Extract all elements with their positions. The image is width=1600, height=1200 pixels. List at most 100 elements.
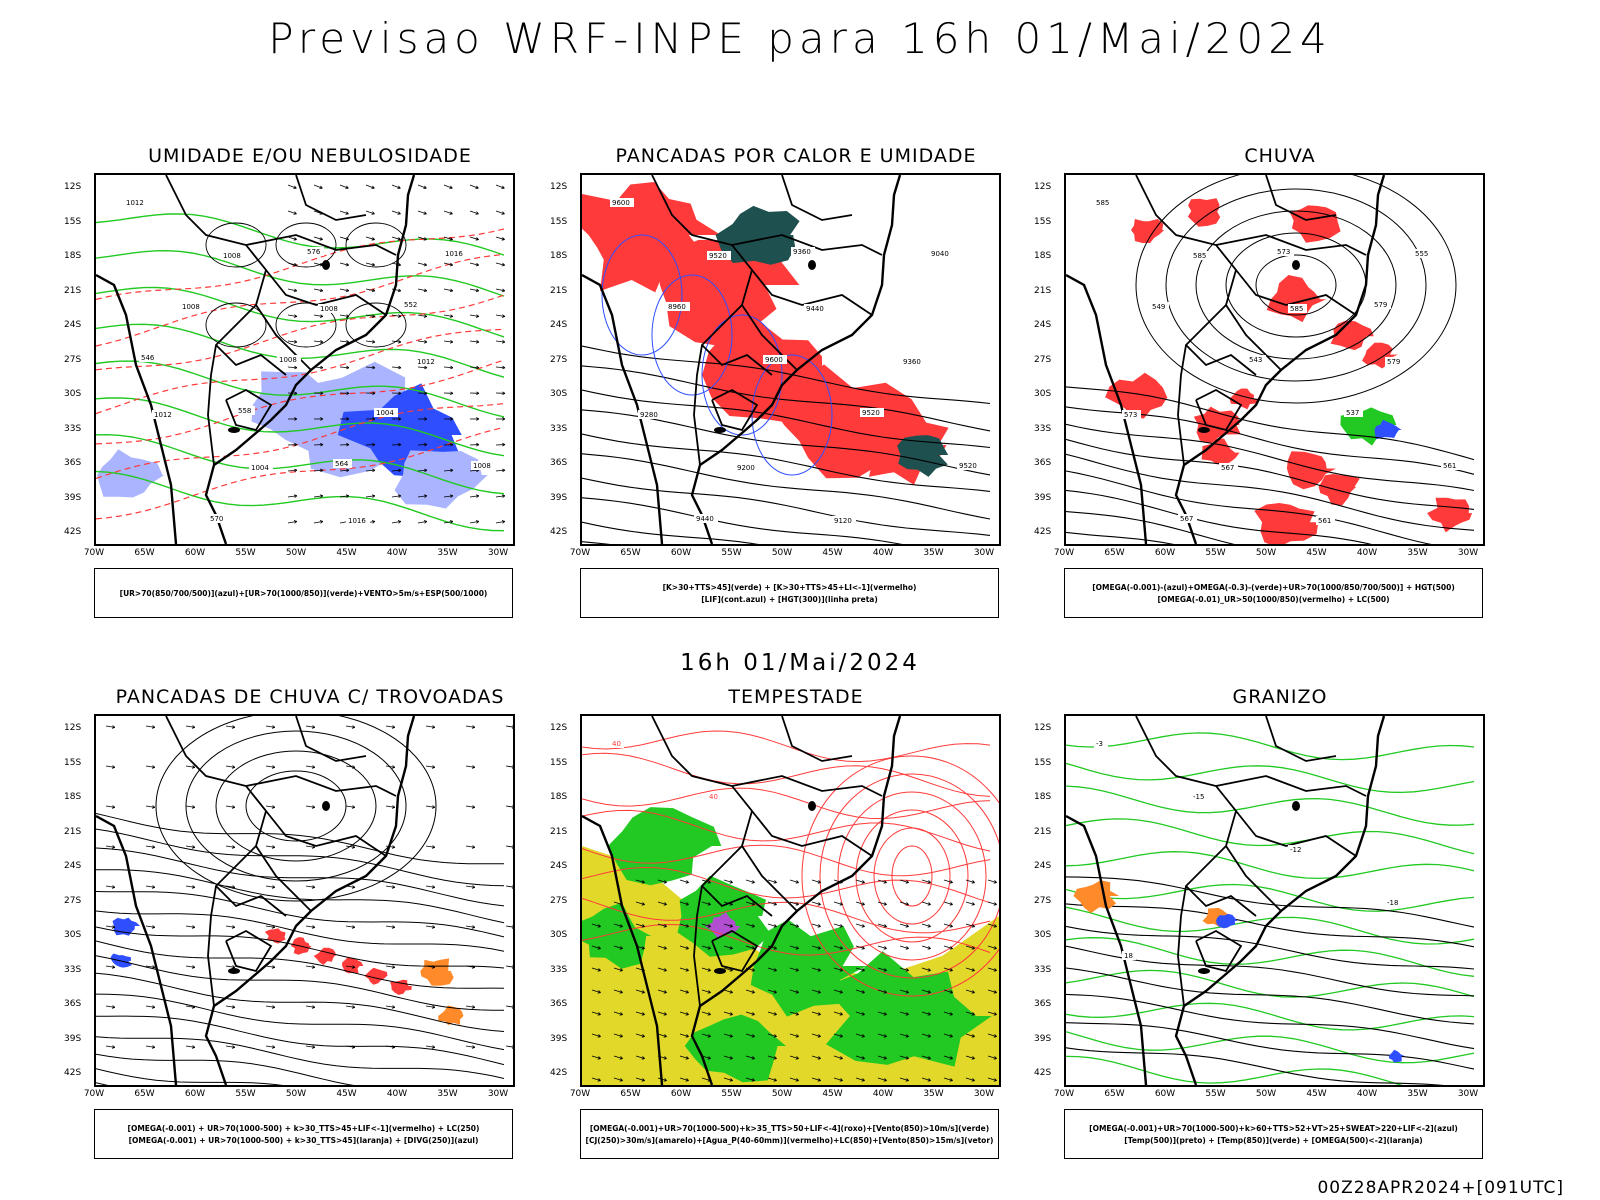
contour-label: 9520 xyxy=(862,409,880,417)
streamline-arrow xyxy=(265,1005,276,1009)
streamline xyxy=(96,1036,505,1079)
streamline-red xyxy=(891,845,933,907)
wind-vector xyxy=(417,340,428,344)
humidity-contour-green xyxy=(96,213,505,256)
wind-vector xyxy=(943,901,953,906)
wind-vector xyxy=(767,1033,777,1038)
wind-vector xyxy=(391,417,402,421)
forecast-map: 585 585 585 579 573 567 561 555 549 543 537 561 567 5… xyxy=(1064,173,1485,546)
wind-vector xyxy=(745,923,755,928)
latitude-tick: 30S xyxy=(64,930,82,940)
contour-label: 1008 xyxy=(223,252,241,260)
rain-area-blue xyxy=(1374,419,1402,440)
wind-vector xyxy=(965,1055,975,1060)
temperature-850-contour xyxy=(1066,785,1475,826)
latitude-tick: 15S xyxy=(550,216,568,227)
wind-vector xyxy=(899,1011,909,1016)
streamline-arrow xyxy=(345,845,356,849)
wind-vector xyxy=(417,494,428,498)
wind-vector xyxy=(899,1077,909,1082)
contour-label: 1008 xyxy=(279,356,297,364)
wind-vector xyxy=(877,1033,887,1038)
wind-vector xyxy=(443,262,453,267)
wind-vector xyxy=(495,468,506,473)
thickness-line-red xyxy=(96,328,505,415)
wind-vector xyxy=(943,1011,953,1016)
storm-area-orange xyxy=(438,1005,464,1026)
streamline-arrow xyxy=(145,845,156,849)
wind-vector xyxy=(789,945,799,950)
instability-area-green xyxy=(897,435,949,477)
wind-vector xyxy=(855,945,865,950)
wind-vector xyxy=(287,391,298,396)
humidity-contour-green xyxy=(96,397,505,457)
wind-vector xyxy=(613,901,623,906)
latitude-tick: 12S xyxy=(550,723,568,733)
streamline-arrow xyxy=(465,725,476,729)
longitude-tick: 60W xyxy=(1154,1089,1176,1099)
wind-vector xyxy=(365,494,376,498)
wind-vector xyxy=(495,417,506,421)
contour-label: 537 xyxy=(1346,409,1359,417)
latitude-tick: 12S xyxy=(1034,182,1052,192)
streamline-arrow xyxy=(465,965,476,969)
streamline-arrow xyxy=(185,1005,196,1009)
forecast-map: 9600 9520 9440 9360 9280 9200 9120 9040 8960 9600… xyxy=(580,173,1001,546)
isobar xyxy=(205,302,267,348)
height-contour xyxy=(582,521,759,544)
temperature-850-contour xyxy=(1066,1002,1475,1031)
streamline-arrow xyxy=(225,845,236,849)
coastline xyxy=(582,175,902,544)
run-label: 00Z28APR2024+[091UTC] xyxy=(1317,1178,1564,1198)
latitude-tick: 27S xyxy=(550,354,568,365)
forecast-map: -3 -15 -12 -18 18 xyxy=(1064,714,1485,1087)
wind-vector xyxy=(855,989,865,994)
wind-vector xyxy=(287,340,298,344)
longitude-tick: 50W xyxy=(1255,548,1277,558)
streamline-arrow xyxy=(505,1045,513,1049)
wind-vector xyxy=(679,1055,689,1060)
wind-vector xyxy=(965,945,975,950)
wind-vector xyxy=(657,1033,667,1038)
rain-area-red xyxy=(1187,198,1221,227)
wind-vector xyxy=(679,901,689,906)
wind-vector xyxy=(899,901,909,906)
wind-vector xyxy=(339,288,350,293)
contour-label: 40 xyxy=(709,793,718,801)
wind-vector xyxy=(899,989,909,994)
wind-vector xyxy=(723,989,733,994)
wind-vector xyxy=(635,1077,645,1082)
latitude-tick: 18S xyxy=(64,792,82,802)
latitude-tick: 24S xyxy=(64,320,82,330)
contour-label: 579 xyxy=(1374,301,1387,309)
wind-vector xyxy=(877,879,887,884)
wind-vector xyxy=(811,901,821,906)
contour-label: 585 xyxy=(1096,199,1109,207)
latitude-tick: 42S xyxy=(64,527,82,537)
wind-vector xyxy=(767,879,777,884)
wind-vector xyxy=(833,1011,843,1016)
country-borders xyxy=(1135,175,1367,466)
panel-legend: [UR>70(850/700/500)](azul)+[UR>70(1000/8… xyxy=(94,568,513,618)
country-borders xyxy=(1135,716,1367,1007)
country-borders xyxy=(651,175,883,466)
streamline-arrow xyxy=(145,765,156,769)
legend-line: [OMEGA(-0.001) + UR>70(1000-500) + k>30_… xyxy=(127,1123,480,1133)
streamline-arrow xyxy=(425,725,436,729)
wind-vector xyxy=(313,184,323,190)
streamline-arrow xyxy=(505,1005,513,1009)
latitude-tick: 30S xyxy=(550,389,568,399)
latitude-tick: 33S xyxy=(550,423,568,434)
streamline-arrow xyxy=(105,725,116,729)
wind-vector xyxy=(811,945,821,950)
streamline-arrow xyxy=(345,725,356,729)
wind-vector xyxy=(965,1033,975,1038)
rain-area-red xyxy=(1362,342,1399,369)
lagoon xyxy=(1198,427,1210,433)
streamline-arrow xyxy=(305,1005,316,1009)
latitude-tick: 27S xyxy=(550,895,568,906)
wind-vector xyxy=(635,989,645,994)
wind-vector xyxy=(899,879,909,884)
latitude-tick: 39S xyxy=(550,1033,568,1044)
wind-vector xyxy=(417,417,428,421)
